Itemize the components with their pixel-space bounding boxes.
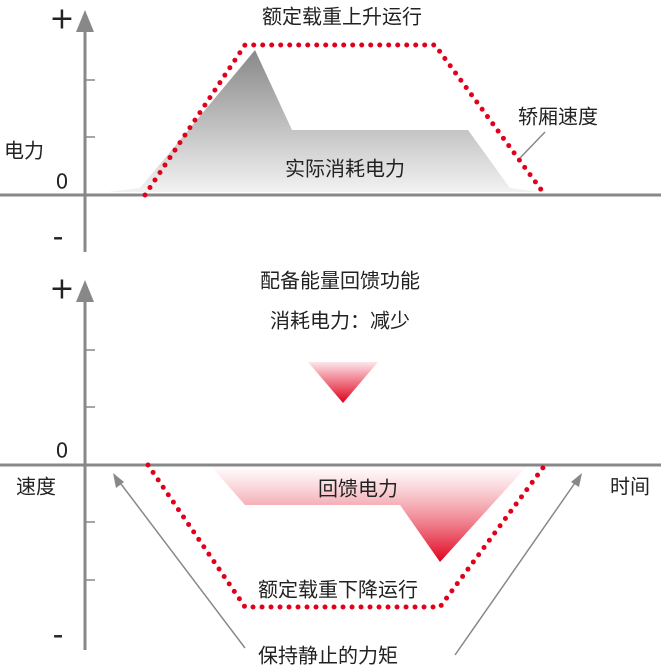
axis-arrow (76, 10, 94, 32)
speed-profile (142, 42, 548, 198)
pointer-arrow (113, 473, 124, 488)
y-label: 电力 (4, 139, 44, 163)
regenerated-power-area (210, 465, 528, 562)
subtitle: 消耗电力：减少 (270, 309, 410, 333)
axis-arrow (76, 280, 94, 302)
area-label: 回馈电力 (318, 477, 398, 501)
speed-label: 轿厢速度 (518, 105, 598, 129)
zero-label: 0 (56, 439, 69, 463)
pointer-arrow (571, 473, 582, 487)
hold-label: 保持静止的力矩 (258, 644, 398, 668)
run-label: 额定载重下降运行 (258, 578, 418, 602)
minus-sign: - (53, 220, 64, 255)
speed-profile (145, 462, 548, 610)
title: 额定载重上升运行 (262, 5, 422, 29)
consumed-power-area (108, 50, 540, 192)
y-label: 速度 (16, 475, 56, 499)
pointer-line (117, 479, 246, 649)
bottom-panel: + 0 - 速度 时间 配备能量回馈功能 消耗电力：减少 回馈电力 额定载重下降… (0, 269, 661, 668)
area-label: 实际消耗电力 (285, 157, 405, 181)
pointer-line (454, 479, 578, 656)
plus-sign: + (49, 2, 74, 37)
title: 配备能量回馈功能 (260, 269, 420, 293)
x-label: 时间 (610, 475, 650, 499)
top-panel: + 0 - 电力 额定载重上升运行 轿厢速度 实际消耗电力 (0, 2, 661, 255)
reduced-consumption (308, 362, 378, 403)
minus-sign: - (53, 618, 64, 653)
plus-sign: + (49, 272, 74, 307)
pointer-line (519, 131, 546, 159)
zero-label: 0 (56, 170, 69, 194)
